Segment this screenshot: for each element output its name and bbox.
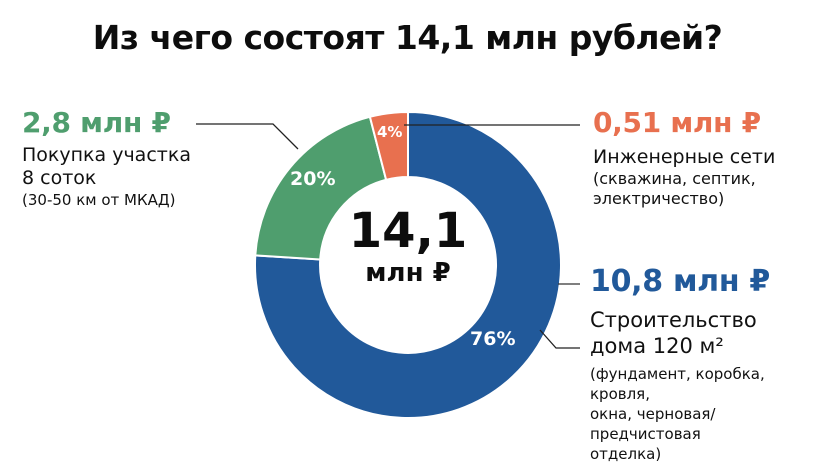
center-total-value: 14,1	[348, 203, 468, 259]
callout-utilities: 0,51 млн ₽ Инженерные сети (скважина, се…	[593, 106, 775, 209]
title-house: Строительство	[590, 308, 757, 332]
amount-utilities: 0,51 млн ₽	[593, 106, 761, 139]
chart-title: Из чего состоят 14,1 млн рублей?	[92, 18, 723, 57]
title-utilities: Инженерные сети	[593, 146, 776, 168]
callout-land: 2,8 млн ₽ Покупка участка 8 соток (30-50…	[22, 106, 191, 210]
details-land: (30-50 км от МКАД)	[22, 191, 176, 209]
leader-line-land	[196, 123, 299, 150]
percent-label-utilities: 4%	[377, 123, 403, 141]
amount-house: 10,8 млн ₽	[590, 264, 771, 299]
percent-label-land: 20%	[290, 168, 336, 190]
center-total-unit: млн ₽	[365, 258, 451, 288]
details-house-1: (фундамент, коробка, кровля,	[590, 365, 765, 403]
details-utilities-1: (скважина, септик,	[593, 169, 756, 188]
details-house-2: окна, черновая/предчистовая	[590, 405, 716, 443]
title2-house: дома 120 м²	[590, 334, 724, 358]
donut-chart	[196, 110, 580, 419]
amount-land: 2,8 млн ₽	[22, 106, 171, 139]
title2-land: 8 соток	[22, 167, 97, 189]
leader-line-house-bottom	[539, 329, 580, 349]
percent-label-house: 76%	[470, 328, 516, 350]
details-house-3: отделка)	[590, 445, 662, 463]
callout-house: 10,8 млн ₽ Строительство дома 120 м² (фу…	[590, 265, 815, 464]
title-land: Покупка участка	[22, 144, 191, 166]
segment-utilities	[368, 110, 409, 182]
details-utilities-2: электричество)	[593, 189, 725, 208]
segment-house	[254, 110, 562, 419]
